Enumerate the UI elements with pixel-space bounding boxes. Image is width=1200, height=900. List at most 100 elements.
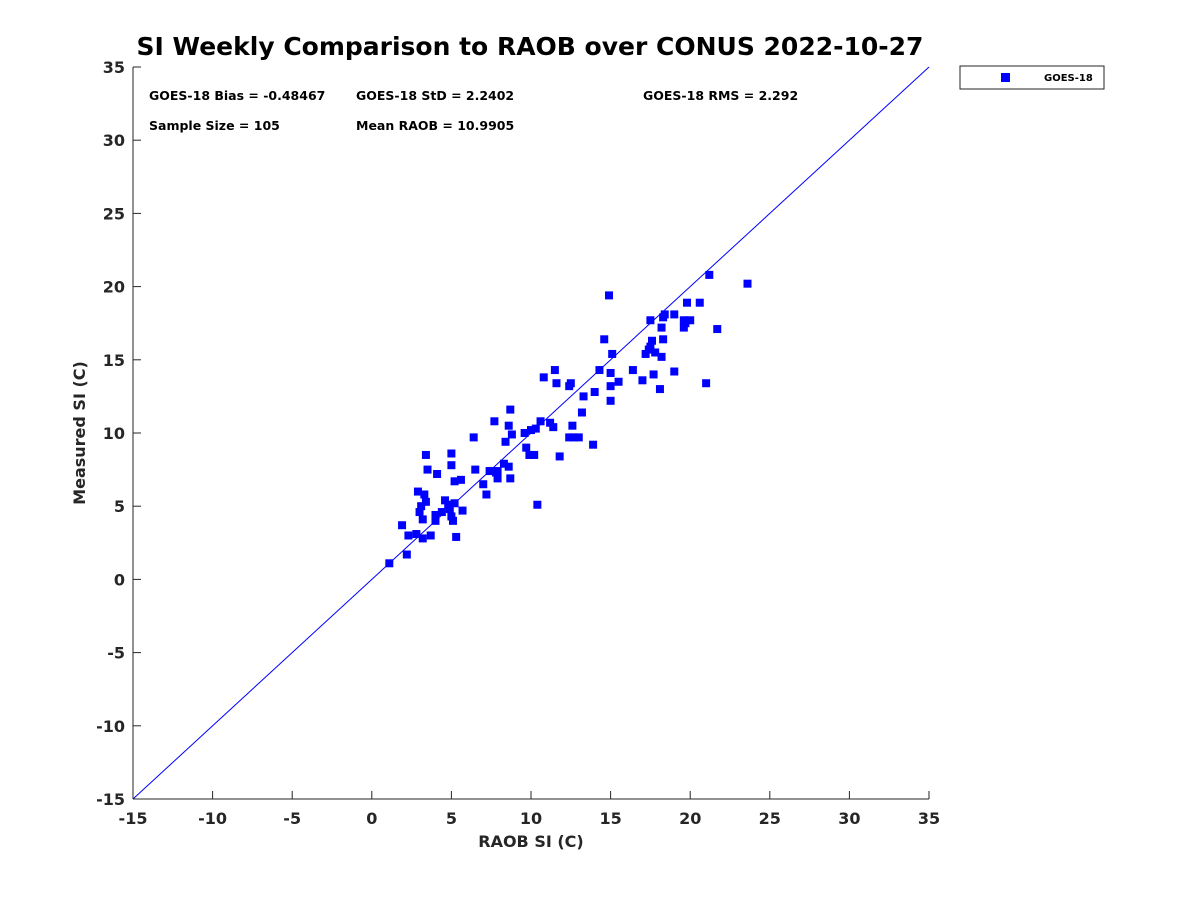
data-point [469,433,478,442]
data-point [655,385,664,394]
y-tick-label: 15 [103,351,125,370]
data-point [660,310,669,319]
data-point [577,408,586,417]
data-point [713,325,722,334]
x-tick-label: 25 [759,809,781,828]
y-tick-label: 10 [103,424,125,443]
data-point [490,417,499,426]
data-point [447,461,456,470]
y-tick-label: 20 [103,278,125,297]
y-tick-label: -15 [96,790,125,809]
data-point [589,440,598,449]
data-point [681,319,690,328]
data-point [506,405,515,414]
stat-std: GOES-18 StD = 2.2402 [356,88,514,103]
data-point [614,377,623,386]
data-point [485,467,494,476]
stat-sample-size: Sample Size = 105 [149,118,280,133]
x-axis-label: RAOB SI (C) [478,832,583,851]
data-point [441,496,450,505]
data-point [452,532,461,541]
y-tick-label: 5 [114,497,125,516]
data-point [533,500,542,509]
data-point [628,366,637,375]
data-point [649,370,658,379]
data-point [647,336,656,345]
data-point [531,424,540,433]
data-point [431,510,440,519]
x-tick-label: -10 [198,809,227,828]
data-point [448,516,457,525]
x-tick-labels: -15 -10 -5 0 5 10 15 20 25 30 35 [119,809,941,828]
data-point [471,465,480,474]
data-point [670,367,679,376]
data-point [536,417,545,426]
data-point [437,508,446,517]
data-point [569,433,578,442]
data-point [550,366,559,375]
chart-title: SI Weekly Comparison to RAOB over CONUS … [137,32,924,61]
legend-label: GOES-18 [1044,73,1093,84]
data-point [552,379,561,388]
data-point [574,433,583,442]
data-point [450,477,459,486]
data-point [606,368,615,377]
data-point [595,366,604,375]
x-tick-label: -15 [119,809,148,828]
y-tick-label: 25 [103,204,125,223]
x-tick-label: 10 [520,809,542,828]
data-point [402,550,411,559]
data-point [417,502,426,511]
data-point [421,450,430,459]
data-point [525,450,534,459]
data-point [433,469,442,478]
data-point [504,421,513,430]
data-point [539,373,548,382]
x-tick-label: -5 [283,809,301,828]
data-point [657,323,666,332]
data-point [413,487,422,496]
data-point [646,342,655,351]
data-point [493,474,502,483]
data-point [482,490,491,499]
data-point [605,291,614,300]
x-tick-label: 30 [838,809,860,828]
y-axis-label: Measured SI (C) [70,361,89,505]
data-point [600,335,609,344]
data-point [702,379,711,388]
data-point [568,421,577,430]
data-point [456,475,465,484]
data-point [520,429,529,437]
data-point [420,490,429,499]
data-point [447,449,456,458]
y-tick-label: -10 [96,717,125,736]
data-point [499,459,508,468]
data-point [504,462,513,471]
data-point [418,515,427,524]
y-tick-label: 35 [103,58,125,77]
data-point [608,349,617,358]
data-point [450,499,459,508]
data-point [683,298,692,307]
y-tick-label: 30 [103,131,125,150]
data-point [506,474,515,483]
y-tick-label: -5 [107,644,125,663]
data-point [404,531,413,540]
x-tick-label: 5 [446,809,457,828]
data-point [565,433,574,442]
stat-rms: GOES-18 RMS = 2.292 [643,88,798,103]
data-point [638,376,647,385]
data-point [549,423,558,432]
data-point [546,418,555,427]
data-point [398,521,407,530]
legend-box [959,65,1105,90]
x-tick-label: 35 [918,809,940,828]
data-point [522,443,531,452]
data-point [670,310,679,319]
data-point [426,531,435,540]
x-tick-label: 15 [599,809,621,828]
data-point [657,352,666,361]
data-point [421,497,430,506]
data-point [412,530,421,539]
